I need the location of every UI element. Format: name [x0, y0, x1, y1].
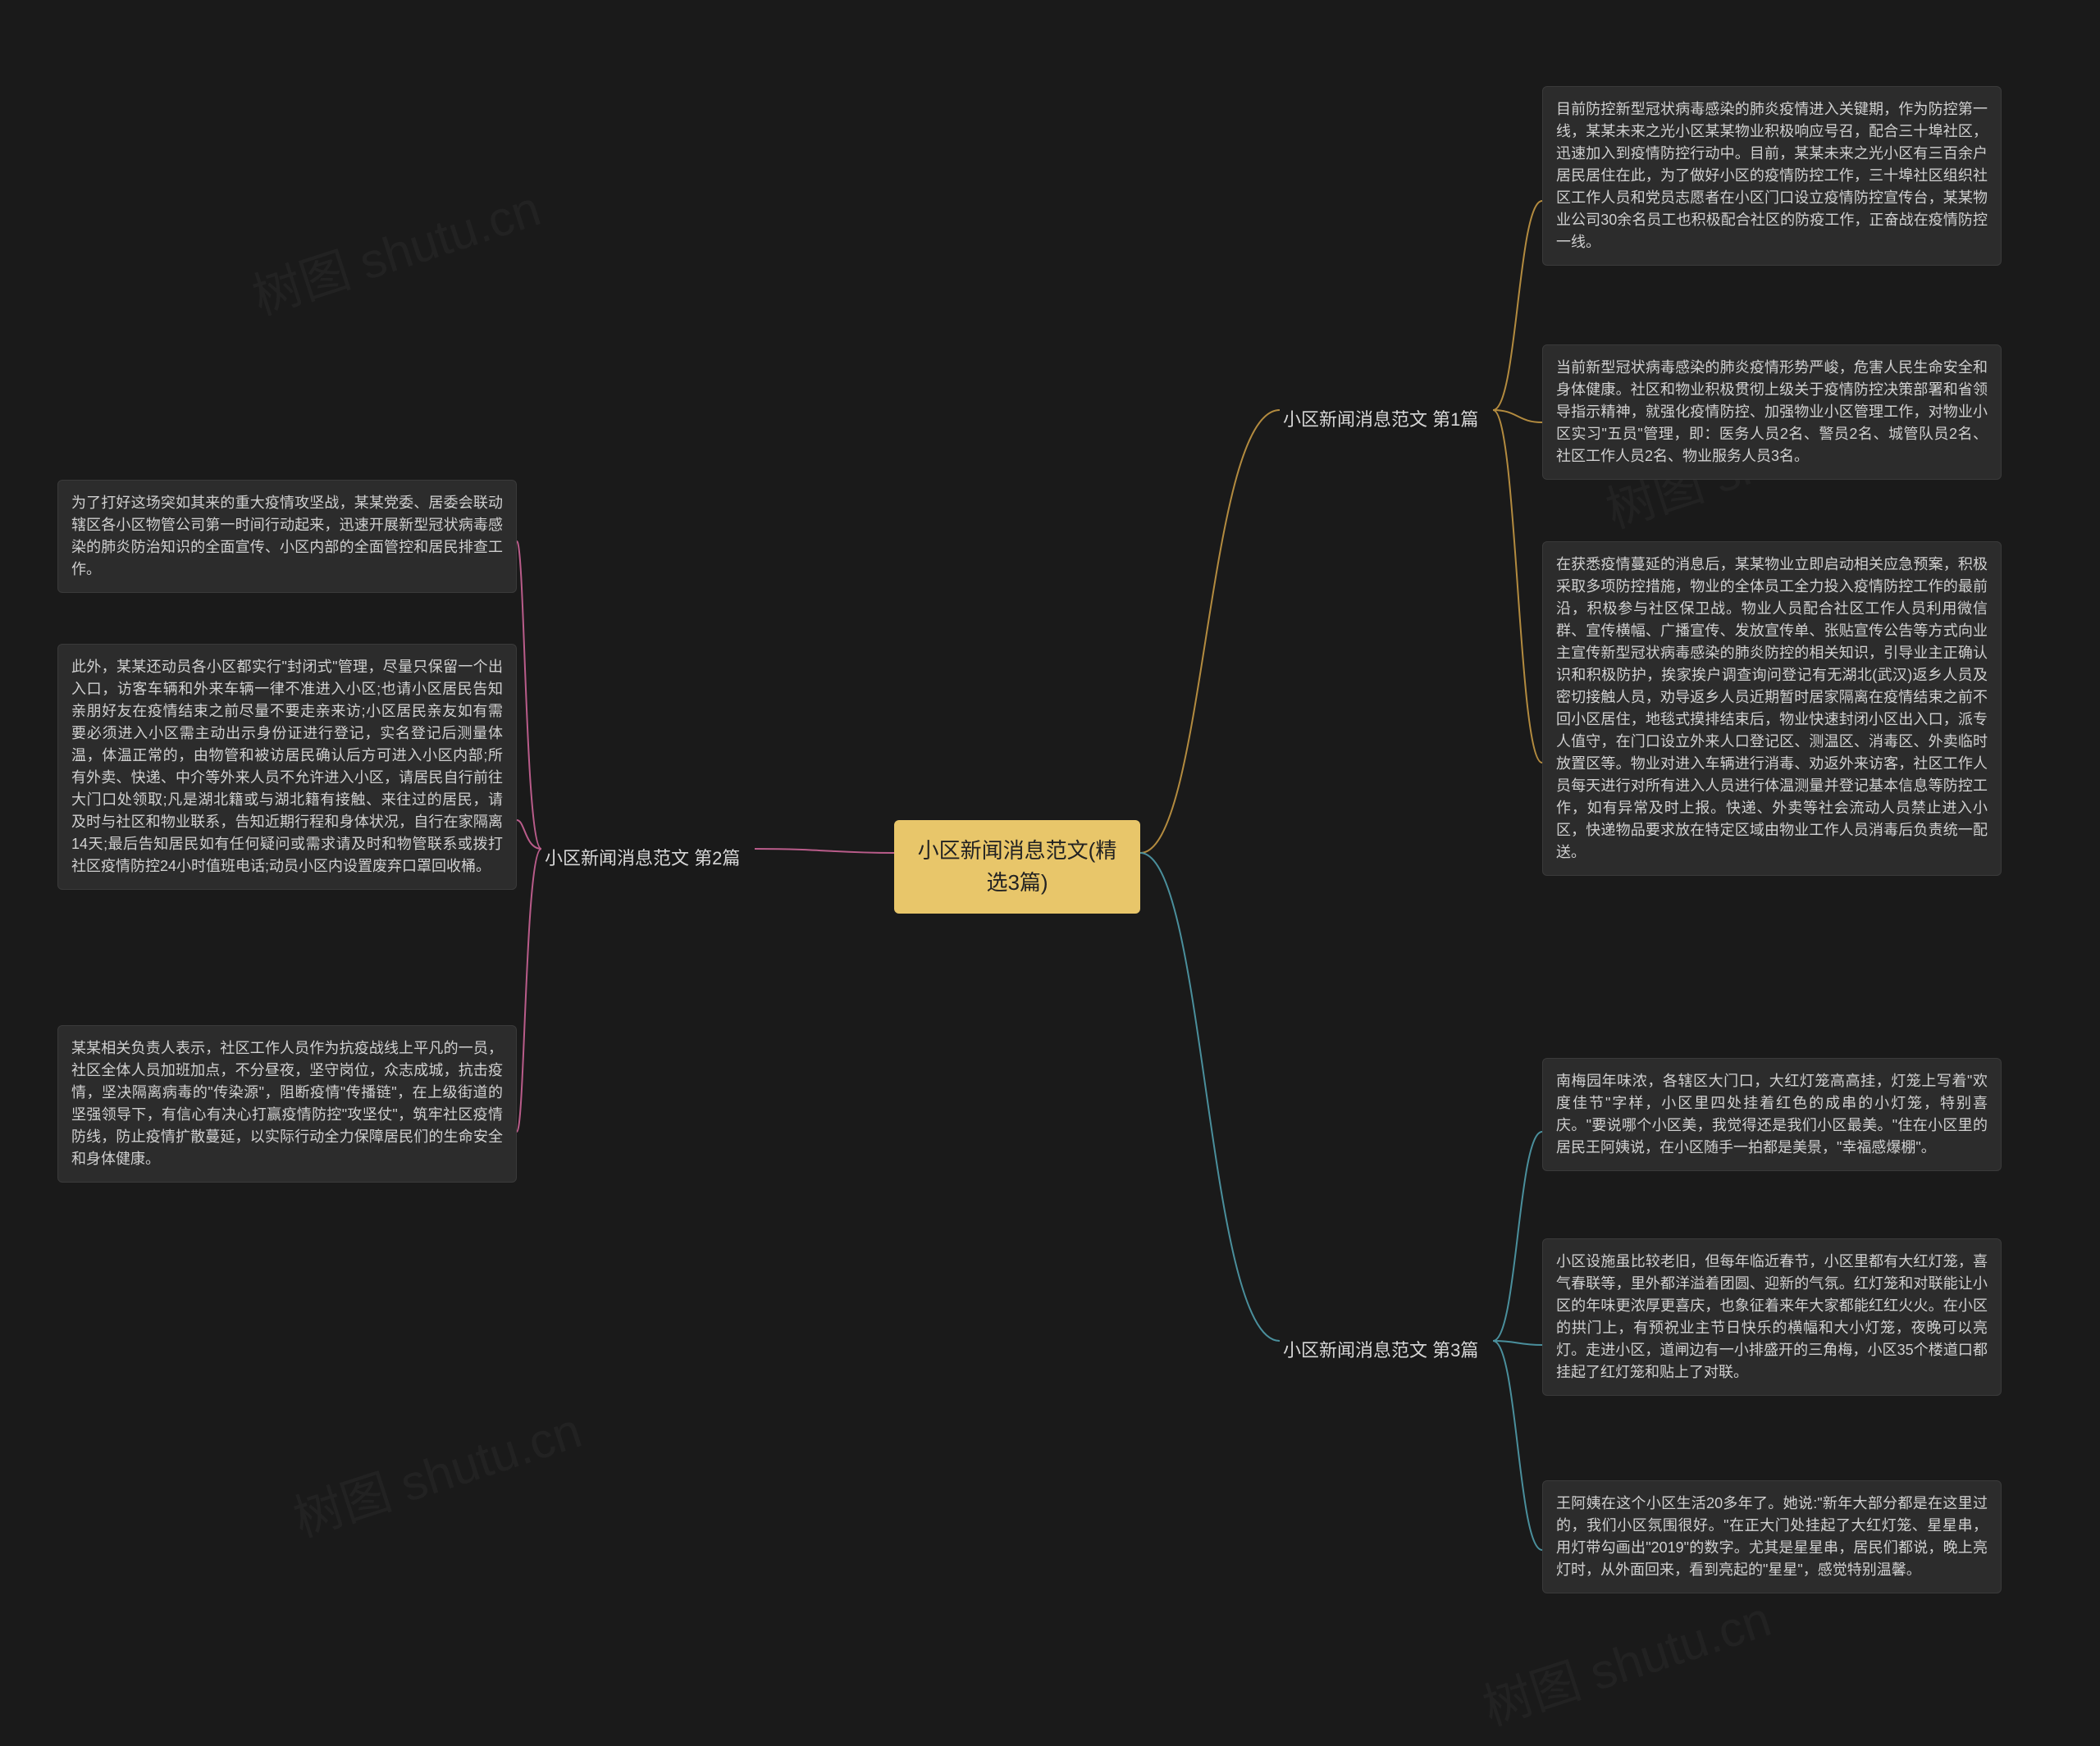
branch-node-3[interactable]: 小区新闻消息范文 第3篇	[1280, 1329, 1481, 1372]
edge-b1-l3	[1493, 410, 1542, 763]
leaf-b1-3[interactable]: 在获悉疫情蔓延的消息后，某某物业立即启动相关应急预案，积极采取多项防控措施，物业…	[1542, 541, 2002, 876]
edge-b3-l3	[1493, 1341, 1542, 1550]
edge-root-b3	[1140, 853, 1280, 1341]
leaf-b2-2[interactable]: 此外，某某还动员各小区都实行"封闭式"管理，尽量只保留一个出入口，访客车辆和外来…	[57, 644, 517, 890]
edge-b3-l1	[1493, 1132, 1542, 1341]
edge-root-b1	[1140, 410, 1280, 853]
watermark: 树图 shutu.cn	[242, 169, 548, 329]
edge-root-b2	[755, 849, 894, 853]
leaf-b1-2[interactable]: 当前新型冠状病毒感染的肺炎疫情形势严峻，危害人民生命安全和身体健康。社区和物业积…	[1542, 344, 2002, 480]
mindmap-canvas: 树图 shutu.cn 树图 shutu.cn 树图 shutu.cn 树图 s…	[0, 0, 2100, 1746]
leaf-b3-1[interactable]: 南梅园年味浓，各辖区大门口，大红灯笼高高挂，灯笼上写着"欢度佳节"字样，小区里四…	[1542, 1058, 2002, 1171]
leaf-b1-1[interactable]: 目前防控新型冠状病毒感染的肺炎疫情进入关键期，作为防控第一线，某某未来之光小区某…	[1542, 86, 2002, 266]
leaf-b2-1[interactable]: 为了打好这场突如其来的重大疫情攻坚战，某某党委、居委会联动辖区各小区物管公司第一…	[57, 480, 517, 593]
leaf-b3-2[interactable]: 小区设施虽比较老旧，但每年临近春节，小区里都有大红灯笼，喜气春联等，里外都洋溢着…	[1542, 1238, 2002, 1396]
edge-b2-l1	[517, 541, 541, 849]
edge-b2-l2	[517, 820, 541, 849]
leaf-b2-3[interactable]: 某某相关负责人表示，社区工作人员作为抗疫战线上平凡的一员，社区全体人员加班加点，…	[57, 1025, 517, 1183]
root-node[interactable]: 小区新闻消息范文(精选3篇)	[894, 820, 1140, 914]
branch-node-1[interactable]: 小区新闻消息范文 第1篇	[1280, 398, 1481, 441]
leaf-b3-3[interactable]: 王阿姨在这个小区生活20多年了。她说:"新年大部分都是在这里过的，我们小区氛围很…	[1542, 1480, 2002, 1593]
edge-b1-l1	[1493, 201, 1542, 410]
edge-b3-l2	[1493, 1341, 1542, 1345]
edge-b1-l2	[1493, 410, 1542, 422]
watermark: 树图 shutu.cn	[283, 1391, 589, 1551]
branch-node-2[interactable]: 小区新闻消息范文 第2篇	[541, 837, 743, 880]
edge-b2-l3	[517, 849, 541, 1132]
watermark: 树图 shutu.cn	[1472, 1580, 1778, 1739]
